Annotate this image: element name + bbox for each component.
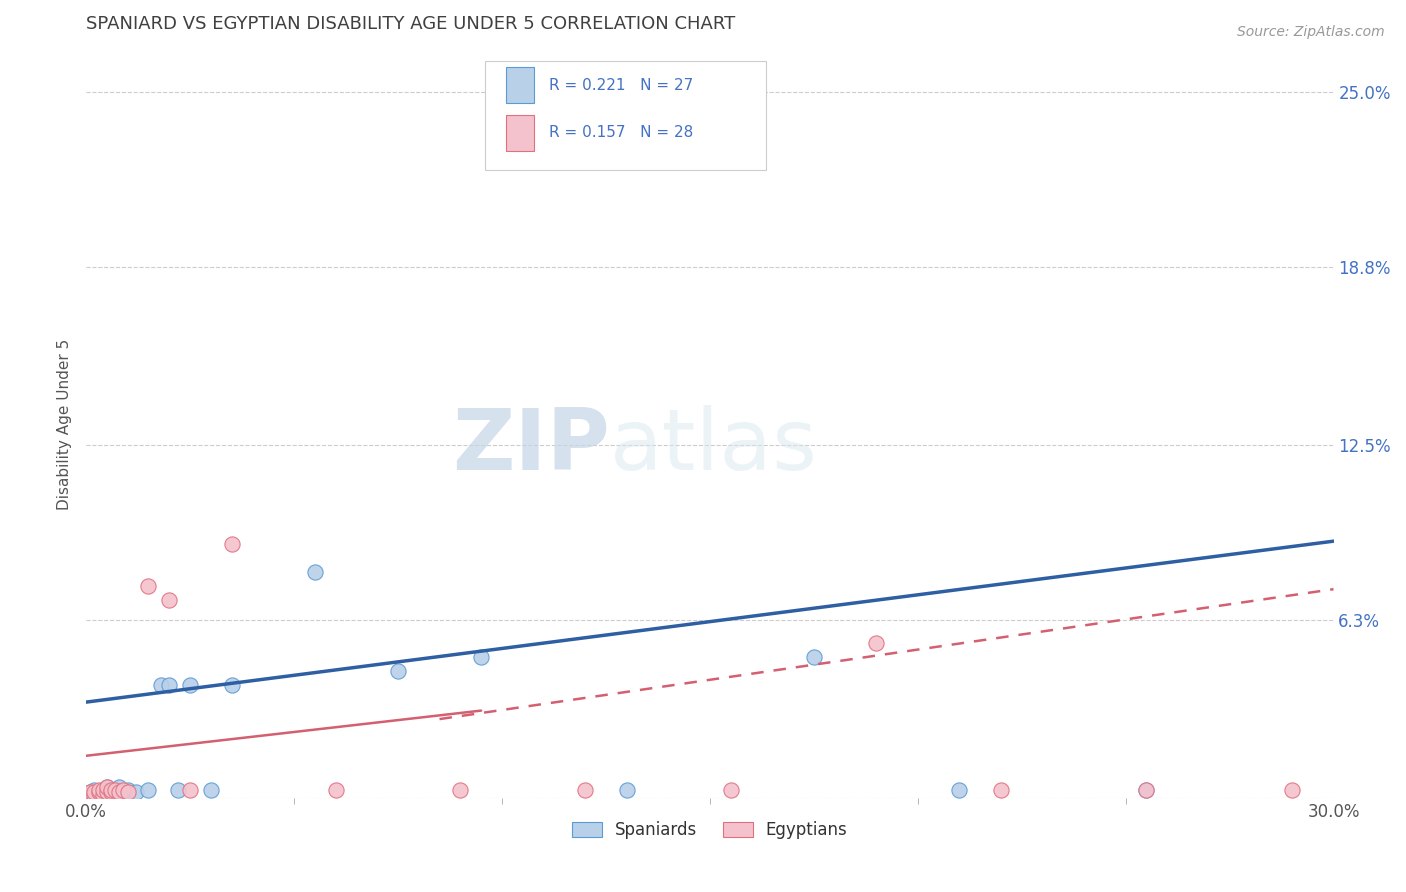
- Point: [112, 782, 135, 797]
- Point: [91, 782, 114, 797]
- Point: [1135, 782, 1157, 797]
- Point: [149, 678, 172, 692]
- Point: [157, 678, 180, 692]
- FancyBboxPatch shape: [506, 115, 534, 151]
- FancyBboxPatch shape: [485, 61, 766, 169]
- Point: [83, 785, 105, 799]
- Point: [87, 785, 110, 799]
- FancyBboxPatch shape: [506, 67, 534, 103]
- Text: R = 0.221   N = 27: R = 0.221 N = 27: [548, 78, 693, 93]
- Point: [157, 593, 180, 607]
- Text: ZIP: ZIP: [453, 405, 610, 488]
- Point: [96, 780, 118, 794]
- Point: [104, 782, 127, 797]
- Point: [79, 789, 101, 803]
- Point: [83, 789, 105, 803]
- Point: [200, 782, 222, 797]
- Point: [166, 782, 188, 797]
- Point: [221, 678, 243, 692]
- Point: [616, 782, 638, 797]
- Point: [108, 780, 131, 794]
- Point: [83, 782, 105, 797]
- Point: [304, 566, 326, 580]
- Y-axis label: Disability Age Under 5: Disability Age Under 5: [58, 338, 72, 509]
- Point: [803, 649, 825, 664]
- Point: [221, 537, 243, 551]
- Point: [449, 782, 471, 797]
- Point: [104, 782, 127, 797]
- Point: [100, 782, 122, 797]
- Point: [96, 785, 118, 799]
- Point: [865, 636, 887, 650]
- Point: [117, 782, 139, 797]
- Point: [138, 579, 160, 593]
- Text: Source: ZipAtlas.com: Source: ZipAtlas.com: [1237, 25, 1385, 39]
- Point: [387, 664, 409, 678]
- Point: [720, 782, 742, 797]
- Point: [91, 782, 114, 797]
- Point: [87, 785, 110, 799]
- Point: [100, 789, 122, 803]
- Point: [948, 782, 970, 797]
- Point: [1281, 782, 1303, 797]
- Point: [990, 782, 1012, 797]
- Point: [138, 782, 160, 797]
- Text: R = 0.157   N = 28: R = 0.157 N = 28: [548, 125, 693, 140]
- Point: [79, 785, 101, 799]
- Point: [179, 678, 201, 692]
- Point: [112, 785, 135, 799]
- Text: SPANIARD VS EGYPTIAN DISABILITY AGE UNDER 5 CORRELATION CHART: SPANIARD VS EGYPTIAN DISABILITY AGE UNDE…: [86, 15, 735, 33]
- Legend: Spaniards, Egyptians: Spaniards, Egyptians: [565, 814, 855, 846]
- Point: [87, 782, 110, 797]
- Point: [179, 782, 201, 797]
- Point: [83, 789, 105, 803]
- Text: atlas: atlas: [610, 405, 818, 488]
- Point: [125, 785, 148, 799]
- Point: [100, 785, 122, 799]
- Point: [79, 785, 101, 799]
- Point: [1135, 782, 1157, 797]
- Point: [96, 785, 118, 799]
- Point: [117, 785, 139, 799]
- Point: [470, 649, 492, 664]
- Point: [325, 782, 347, 797]
- Point: [108, 785, 131, 799]
- Point: [574, 782, 596, 797]
- Point: [91, 789, 114, 803]
- Point: [96, 780, 118, 794]
